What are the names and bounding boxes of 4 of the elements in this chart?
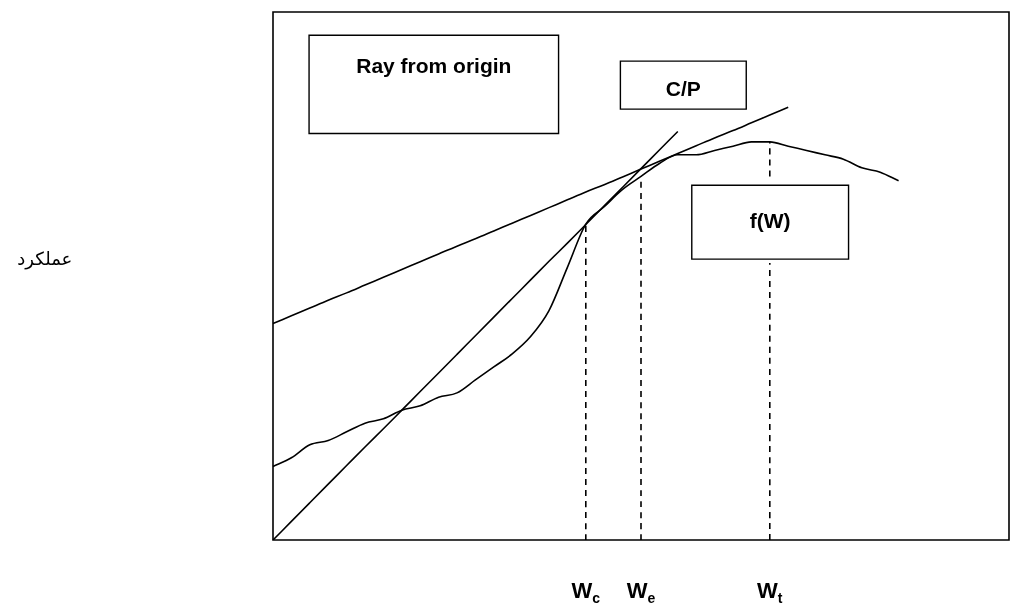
text: f(W) (749, 208, 791, 232)
text: عملکرد (17, 247, 73, 270)
text: Ray from origin (356, 54, 512, 78)
text: C/P (665, 76, 701, 100)
